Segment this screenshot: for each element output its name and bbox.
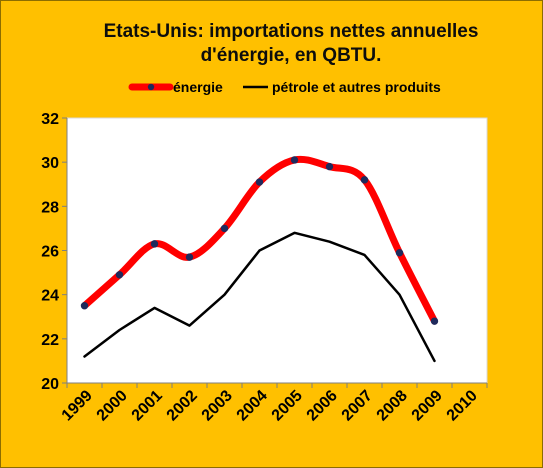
y-tick-label: 20 <box>41 376 59 393</box>
y-tick-label: 26 <box>41 244 59 261</box>
x-tick-label: 2003 <box>199 387 236 424</box>
legend-label-energie: énergie <box>173 79 223 95</box>
data-point-energie <box>115 271 124 279</box>
x-tick-label: 2001 <box>129 387 166 424</box>
chart-title-line-2: d'énergie, en QBTU. <box>200 45 382 66</box>
data-point-energie <box>220 224 229 233</box>
data-point-energie <box>325 162 334 171</box>
x-tick-label: 2008 <box>374 387 411 424</box>
x-tick-label: 2002 <box>164 387 201 424</box>
legend <box>128 83 268 91</box>
x-tick-label: 2009 <box>409 387 446 424</box>
chart-title-line-1: Etats-Unis: importations nettes annuelle… <box>103 21 479 42</box>
legend-label-petrole: pétrole et autres produits <box>272 79 441 95</box>
data-point-energie <box>80 302 89 310</box>
data-point-energie <box>255 178 264 186</box>
y-tick-label: 24 <box>41 288 59 305</box>
y-tick-label: 30 <box>41 155 59 172</box>
data-point-energie <box>360 176 369 184</box>
legend-marker-energie <box>147 83 155 91</box>
x-axis: 1999200020012002200320042005200620072008… <box>59 382 488 424</box>
x-tick-label: 2004 <box>234 387 271 424</box>
x-tick-label: 1999 <box>59 387 96 424</box>
data-point-energie <box>430 317 439 325</box>
x-tick-label: 2007 <box>339 387 376 424</box>
x-tick-label: 2006 <box>304 387 341 424</box>
plot-area <box>66 117 488 384</box>
y-axis: 20 22 24 26 28 30 32 <box>41 111 68 393</box>
data-point-energie <box>290 156 299 164</box>
series-layer <box>80 155 439 363</box>
x-tick-label: 2000 <box>94 387 131 424</box>
data-point-energie <box>395 249 404 257</box>
x-tick-label: 2010 <box>444 387 481 424</box>
data-point-energie <box>185 253 194 261</box>
series-line-petrole <box>83 231 436 363</box>
x-tick-label: 2005 <box>269 387 306 424</box>
y-tick-label: 22 <box>41 332 59 349</box>
y-tick-label: 28 <box>41 199 59 216</box>
y-tick-label: 32 <box>41 111 59 128</box>
data-point-energie <box>150 240 159 248</box>
